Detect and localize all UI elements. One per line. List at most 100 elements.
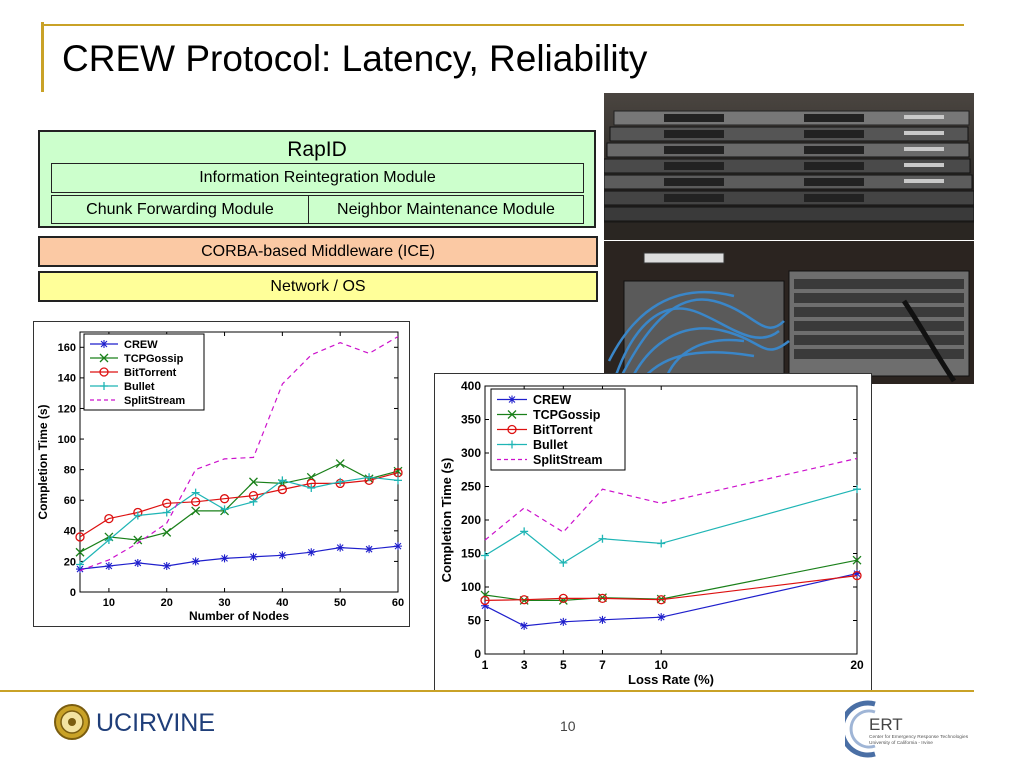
data-point-crew (162, 562, 171, 570)
y-tick-label: 140 (58, 373, 76, 385)
legend-label-bittorrent: BitTorrent (533, 423, 593, 437)
y-tick-label: 100 (58, 434, 76, 446)
uci-wordmark: UCIRVINE (96, 709, 215, 737)
data-point-crew (336, 543, 345, 552)
y-tick-label: 50 (468, 614, 482, 628)
data-point-tcpgossip (133, 535, 143, 545)
chunk-forwarding-module: Chunk Forwarding Module (52, 196, 309, 223)
data-point-bullet (657, 539, 666, 548)
data-point-bittorrent (852, 570, 862, 581)
chart-completion-vs-loss: 0 50 100 150 200 250 300 350 400 1 3 5 7 10 20 Loss Rat… (434, 373, 872, 691)
ert-full-name: Center for Emergency Response Technologi… (869, 734, 969, 740)
data-point-crew (394, 542, 402, 551)
legend-marker-bittorrent (99, 367, 109, 377)
data-point-bullet (559, 558, 568, 567)
data-point-crew (520, 621, 529, 630)
series-line-tcpgossip (79, 462, 399, 553)
legend-label-splitstream: SplitStream (533, 453, 602, 467)
top-divider (44, 24, 964, 26)
data-point-crew (598, 615, 607, 624)
legend-label-crew: CREW (124, 339, 158, 351)
data-point-crew (365, 545, 374, 554)
y-tick-label: 60 (64, 495, 76, 507)
y-tick-label: 300 (461, 446, 481, 460)
page-number: 10 (560, 718, 576, 734)
data-point-bullet (191, 488, 200, 497)
data-point-bullet (365, 473, 374, 482)
data-point-bullet (162, 508, 171, 517)
data-point-bittorrent (219, 494, 230, 504)
legend-marker-tcpgossip (507, 410, 517, 419)
rapid-layer: RapID Information Reintegration Module C… (38, 130, 596, 228)
y-tick-label: 160 (58, 342, 76, 354)
x-axis-label: Loss Rate (%) (628, 672, 714, 687)
x-tick-label: 10 (655, 658, 669, 672)
series-line-crew (484, 573, 858, 627)
data-point-bittorrent (480, 595, 490, 606)
data-point-bullet (481, 551, 489, 560)
ert-abbreviation: ERT (869, 715, 903, 734)
y-tick-label: 350 (461, 413, 481, 427)
legend-marker-bittorrent (507, 424, 517, 435)
data-point-bullet (394, 476, 402, 485)
ert-university: University of California - Irvine (869, 740, 933, 746)
data-point-bullet (249, 497, 258, 506)
data-point-crew (278, 551, 287, 560)
x-tick-label: 60 (392, 597, 404, 609)
x-tick-label: 30 (218, 597, 230, 609)
legend-marker-bullet (100, 382, 108, 390)
data-point-bullet (307, 484, 316, 492)
series-line-bullet (79, 476, 399, 565)
x-tick-label: 10 (103, 597, 115, 609)
series-line-bittorrent (484, 575, 858, 601)
x-tick-label: 20 (161, 597, 173, 609)
y-tick-label: 80 (64, 464, 76, 476)
data-point-bullet (520, 527, 529, 536)
network-cabling-photo (604, 241, 974, 384)
data-point-crew (220, 554, 229, 563)
y-tick-label: 120 (58, 403, 76, 415)
legend-label-bittorrent: BitTorrent (124, 367, 177, 379)
chart2-svg: 0 50 100 150 200 250 300 350 400 1 3 5 7 10 20 Loss Rat… (439, 379, 864, 687)
data-point-tcpgossip (335, 459, 345, 468)
data-point-tcpgossip (558, 595, 568, 605)
legend-marker-crew (508, 395, 516, 404)
data-point-bittorrent (75, 532, 85, 542)
data-point-tcpgossip (852, 555, 862, 565)
data-point-bittorrent (104, 513, 114, 524)
x-axis-label: Number of Nodes (189, 609, 289, 623)
legend-label-bullet: Bullet (124, 381, 155, 393)
x-tick-label: 40 (276, 597, 288, 609)
data-point-crew (76, 565, 84, 574)
series-line-crew (79, 545, 399, 570)
data-point-bittorrent (656, 595, 666, 605)
y-tick-label: 0 (474, 647, 481, 661)
footer-divider (0, 690, 974, 692)
y-tick-label: 40 (64, 526, 76, 538)
title-accent-bar (41, 22, 44, 92)
data-point-bullet (278, 476, 287, 485)
data-point-crew (481, 601, 489, 610)
y-tick-label: 400 (461, 379, 481, 393)
data-point-crew (853, 569, 861, 578)
ert-logo: ERT Center for Emergency Response Techno… (839, 698, 985, 758)
slide-title: CREW Protocol: Latency, Reliability (62, 38, 648, 79)
data-point-crew (249, 552, 258, 561)
server-rack-photo (604, 93, 974, 240)
uc-irvine-logo: UCIRVINE (54, 702, 244, 742)
y-axis-label: Completion Time (s) (36, 404, 50, 519)
data-point-bittorrent (190, 497, 201, 507)
y-tick-label: 20 (64, 556, 76, 568)
data-point-bullet (336, 477, 345, 486)
y-tick-label: 100 (461, 580, 481, 594)
data-point-bullet (598, 534, 607, 543)
legend-label-splitstream: SplitStream (124, 395, 185, 407)
data-point-bittorrent (162, 498, 172, 508)
module-row: Chunk Forwarding Module Neighbor Mainten… (51, 195, 584, 224)
legend-marker-bullet (508, 440, 516, 449)
x-tick-label: 1 (482, 658, 489, 672)
information-reintegration-module: Information Reintegration Module (51, 163, 584, 193)
data-point-bittorrent (519, 595, 529, 605)
legend-label-tcpgossip: TCPGossip (124, 353, 184, 365)
data-point-bullet (853, 485, 861, 494)
